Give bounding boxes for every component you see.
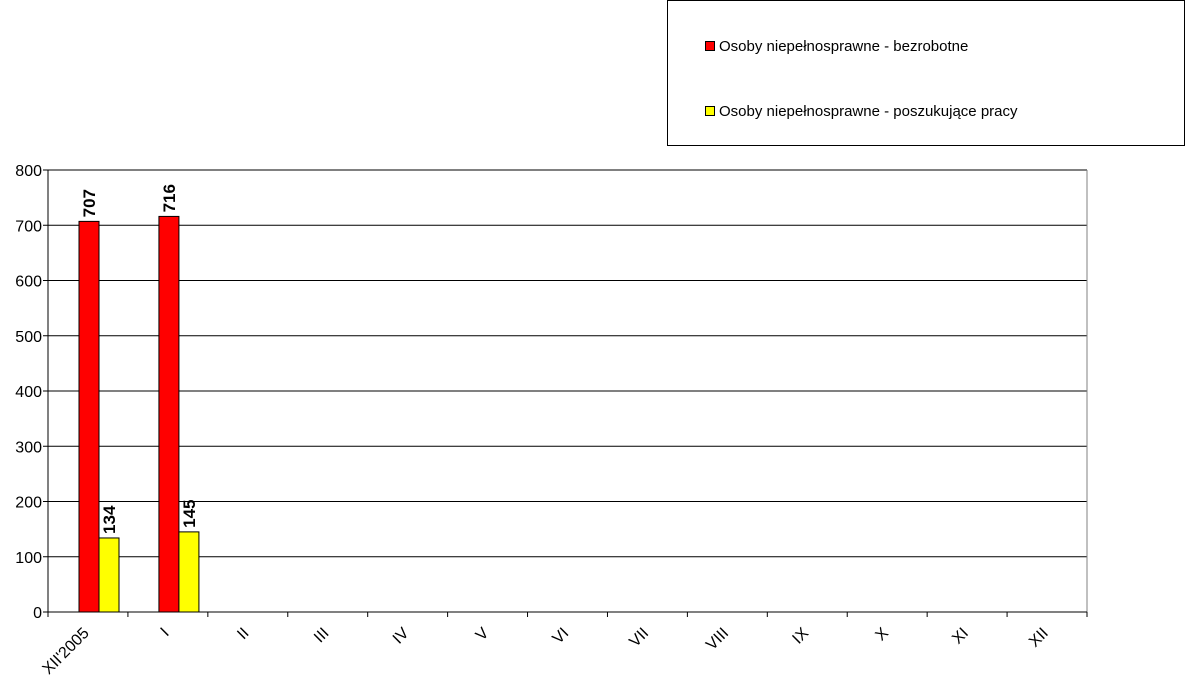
y-tick-label: 600	[15, 274, 42, 291]
data-label: 134	[100, 505, 119, 534]
data-label: 716	[160, 184, 179, 212]
y-tick-label: 0	[33, 605, 42, 622]
x-tick-label: VII	[626, 625, 652, 651]
legend-swatch-red	[705, 41, 715, 51]
data-label: 707	[80, 189, 99, 217]
x-tick-label: XI	[949, 625, 972, 648]
legend-item-poszukujace: Osoby niepełnosprawne - poszukujące prac…	[705, 102, 1018, 120]
x-tick-label: I	[158, 625, 173, 640]
x-tick-label: V	[473, 625, 493, 645]
legend-item-bezrobotne: Osoby niepełnosprawne - bezrobotne	[705, 37, 968, 55]
legend-label: Osoby niepełnosprawne - bezrobotne	[719, 37, 969, 55]
y-axis-tick-labels: 0 100 200 300 400 500 600 700 800	[15, 163, 42, 622]
y-tick-label: 800	[15, 163, 42, 180]
data-labels: 707 716 134 145	[80, 184, 199, 534]
bar	[178, 531, 200, 613]
y-tick-label: 700	[15, 218, 42, 235]
x-tick-label: X	[872, 625, 892, 645]
y-tick-label: 100	[15, 550, 42, 567]
x-axis-tick-labels: XII'2005 I II III IV V VI VII VIII IX X XI XII	[40, 625, 1052, 678]
x-tick-label: VI	[550, 625, 573, 648]
bar	[158, 215, 180, 613]
x-tick-label: IV	[390, 625, 413, 648]
x-tick-label: IX	[789, 625, 812, 648]
y-tick-label: 400	[15, 384, 42, 401]
x-tick-label: VIII	[703, 625, 732, 654]
x-tick-label: III	[311, 625, 332, 646]
x-tick-label: II	[234, 625, 252, 643]
legend-swatch-yellow	[705, 106, 715, 116]
y-tick-label: 200	[15, 495, 42, 512]
x-tick-label: XII'2005	[40, 625, 93, 678]
y-tick-label: 300	[15, 439, 42, 456]
y-tick-label: 500	[15, 329, 42, 346]
x-tick-label: XII	[1026, 625, 1052, 651]
data-label: 145	[180, 500, 199, 528]
legend-label: Osoby niepełnosprawne - poszukujące prac…	[719, 102, 1018, 120]
gridlines	[43, 169, 1087, 613]
bar	[78, 220, 100, 613]
bars	[78, 215, 200, 613]
bar	[98, 537, 120, 613]
axes	[47, 170, 1088, 617]
legend: Osoby niepełnosprawne - bezrobotne Osoby…	[667, 0, 1185, 146]
